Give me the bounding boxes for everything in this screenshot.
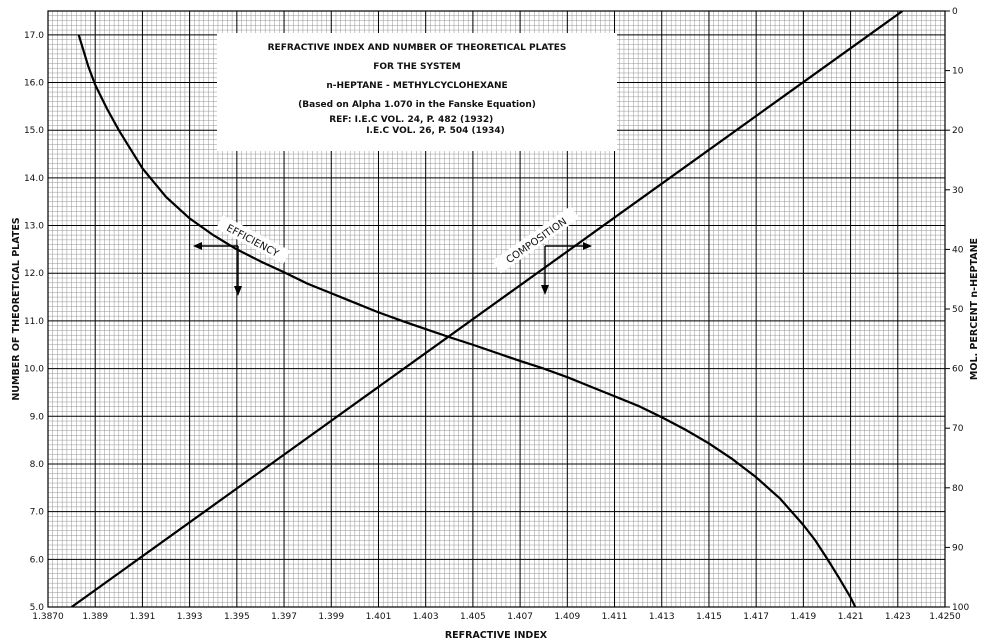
x-tick-label: 1.395 — [224, 612, 250, 622]
chart-title-line-1: REFRACTIVE INDEX AND NUMBER OF THEORETIC… — [267, 43, 567, 53]
composition-curve — [70, 11, 904, 607]
x-tick-label: 1.423 — [885, 612, 911, 622]
x-tick-label: 1.405 — [460, 612, 486, 622]
y-left-tick-label: 17.0 — [24, 31, 44, 41]
chart-title-line-3: n-HEPTANE - METHYLCYCLOHEXANE — [326, 81, 508, 91]
y-right-tick-label: 0 — [952, 7, 958, 17]
y-left-tick-label: 14.0 — [24, 174, 44, 184]
y-left-tick-label: 10.0 — [24, 365, 44, 375]
efficiency-curve — [77, 34, 857, 607]
series-group — [70, 11, 904, 607]
x-tick-label: 1.407 — [507, 612, 533, 622]
x-tick-label: 1.403 — [413, 612, 439, 622]
y-right-tick-label: 40 — [952, 245, 964, 255]
y-right-tick-label: 70 — [952, 424, 964, 434]
y-right-axis-label: MOL. PERCENT n-HEPTANE — [969, 238, 980, 380]
y-left-tick-label: 9.0 — [30, 412, 45, 422]
y-left-tick-label: 16.0 — [24, 79, 44, 89]
y-right-tick-label: 90 — [952, 543, 964, 553]
y-left-axis-label: NUMBER OF THEORETICAL PLATES — [11, 217, 22, 400]
y-left-tick-label: 6.0 — [30, 555, 45, 565]
x-tick-label: 1.3870 — [32, 612, 64, 622]
reference-line-1: REF: I.E.C VOL. 24, P. 482 (1932) — [329, 115, 494, 125]
x-tick-label: 1.397 — [271, 612, 297, 622]
reference-line-2: I.E.C VOL. 26, P. 504 (1934) — [366, 126, 505, 136]
x-tick-label: 1.417 — [743, 612, 769, 622]
y-right-tick-label: 30 — [952, 186, 964, 196]
composition-arrowhead-down — [541, 285, 549, 295]
plot-frame — [47, 10, 946, 608]
chart-title-box: REFRACTIVE INDEX AND NUMBER OF THEORETIC… — [217, 33, 617, 151]
y-left-tick-labels: 5.0 6.0 7.0 8.0 9.0 10.0 11.0 12.0 13.0 14.0 15.0 1… — [24, 31, 44, 613]
y-left-tick-label: 5.0 — [30, 603, 45, 613]
y-right-tick-label: 80 — [952, 484, 964, 494]
x-tick-label: 1.419 — [790, 612, 816, 622]
y-left-tick-label: 7.0 — [30, 508, 45, 518]
x-tick-label: 1.401 — [366, 612, 392, 622]
composition-label-box — [492, 205, 580, 274]
y-left-tick-label: 12.0 — [24, 269, 44, 279]
x-tick-label: 1.389 — [82, 612, 108, 622]
y-right-tick-label: 60 — [952, 365, 964, 375]
efficiency-arrowhead-left — [193, 242, 202, 250]
chart-title-line-4: (Based on Alpha 1.070 in the Fanske Equa… — [298, 100, 536, 110]
x-tick-labels: 1.3870 1.389 1.391 1.393 1.395 1.397 1.399 1.40… — [32, 612, 961, 622]
x-tick-label: 1.411 — [602, 612, 628, 622]
x-tick-label: 1.399 — [318, 612, 344, 622]
y-right-tick-labels: 0 10 20 30 40 50 60 70 80 90 100 — [952, 7, 969, 613]
y-right-tick-label: 50 — [952, 305, 964, 315]
x-axis-label: REFRACTIVE INDEX — [445, 630, 548, 641]
x-tick-label: 1.421 — [838, 612, 864, 622]
y-right-tick-label: 100 — [952, 603, 969, 613]
y-left-tick-label: 11.0 — [24, 317, 44, 327]
y-right-tick-label: 20 — [952, 126, 964, 136]
y-left-tick-label: 13.0 — [24, 222, 44, 232]
composition-arrowhead-right — [583, 242, 592, 250]
x-tick-label: 1.415 — [696, 612, 722, 622]
chart-references: REF: I.E.C VOL. 24, P. 482 (1932) I.E.C … — [329, 115, 505, 137]
chart-title-line-2: FOR THE SYSTEM — [373, 62, 461, 72]
x-tick-label: 1.413 — [649, 612, 675, 622]
y-left-tick-label: 15.0 — [24, 126, 44, 136]
x-tick-label: 1.4250 — [929, 612, 961, 622]
x-tick-label: 1.391 — [130, 612, 156, 622]
y-right-tick-label: 10 — [952, 67, 964, 77]
y-left-tick-label: 8.0 — [30, 460, 45, 470]
x-tick-label: 1.409 — [554, 612, 580, 622]
efficiency-label-box — [216, 215, 291, 265]
efficiency-arrowhead-down — [234, 286, 242, 296]
x-tick-label: 1.393 — [177, 612, 203, 622]
